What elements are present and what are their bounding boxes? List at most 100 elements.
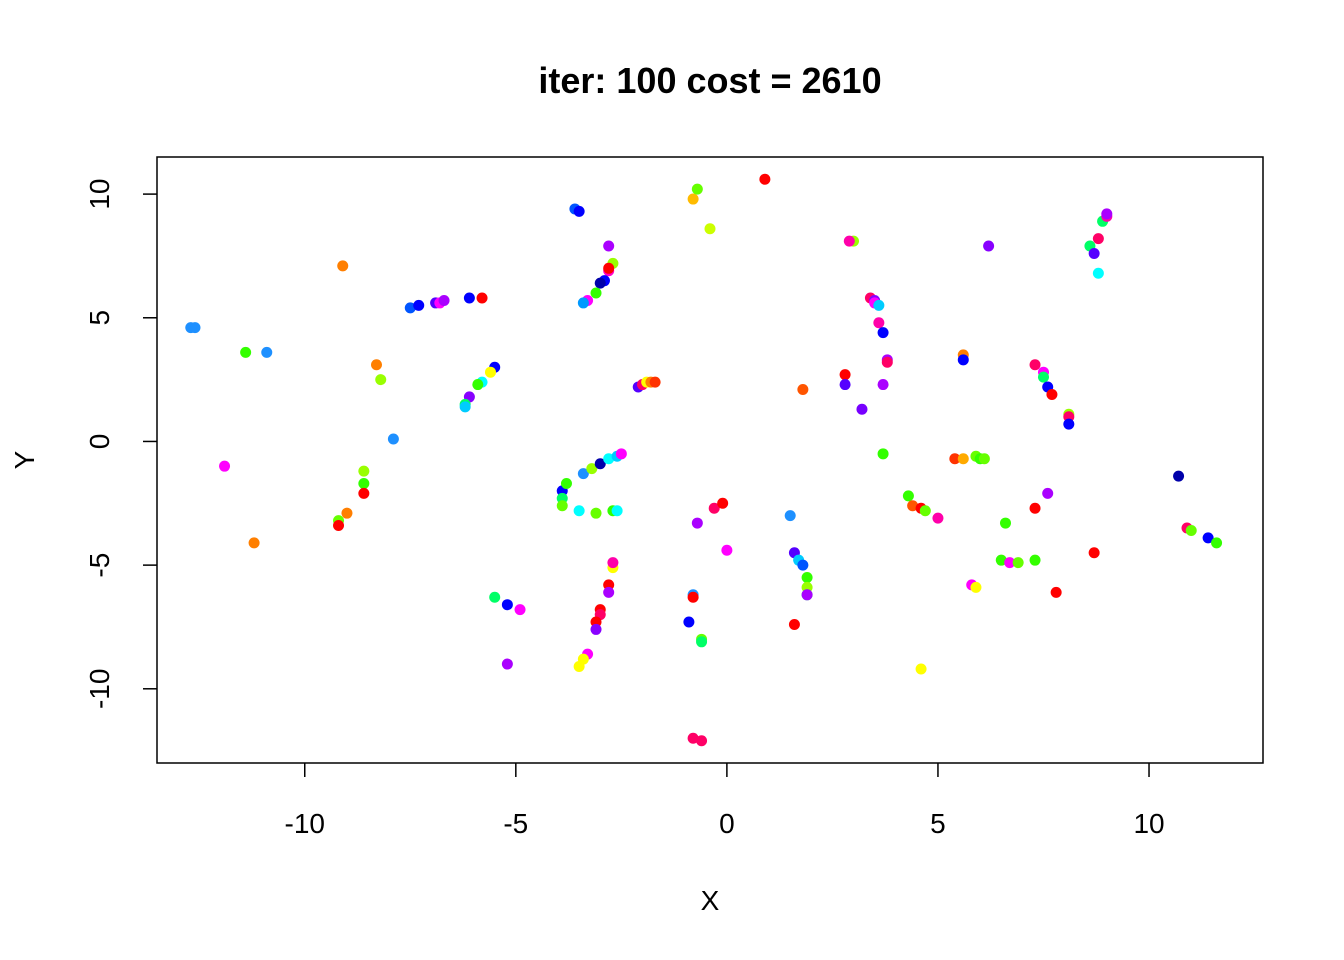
data-point bbox=[1202, 532, 1214, 544]
data-point bbox=[704, 223, 716, 235]
data-point bbox=[797, 559, 809, 571]
data-point bbox=[1092, 233, 1104, 245]
data-point bbox=[877, 327, 889, 339]
data-point bbox=[915, 663, 927, 675]
data-point bbox=[788, 618, 800, 630]
data-point bbox=[603, 586, 615, 598]
data-point bbox=[687, 591, 699, 603]
data-point bbox=[590, 287, 602, 299]
data-point bbox=[615, 448, 627, 460]
data-point bbox=[590, 507, 602, 519]
y-tick-label: -10 bbox=[84, 669, 115, 709]
data-point bbox=[358, 465, 370, 477]
data-point bbox=[683, 616, 695, 628]
data-point bbox=[995, 554, 1007, 566]
data-point bbox=[590, 623, 602, 635]
data-point bbox=[1029, 554, 1041, 566]
data-point bbox=[691, 183, 703, 195]
data-point bbox=[577, 297, 589, 309]
data-point bbox=[337, 260, 349, 272]
data-point bbox=[649, 376, 661, 388]
data-points bbox=[185, 173, 1223, 747]
x-tick-label: -5 bbox=[503, 808, 528, 839]
x-axis-label: X bbox=[701, 885, 720, 916]
data-point bbox=[784, 510, 796, 522]
data-point bbox=[594, 458, 606, 470]
data-point bbox=[341, 507, 353, 519]
data-point bbox=[687, 732, 699, 744]
data-point bbox=[687, 193, 699, 205]
data-point bbox=[489, 591, 501, 603]
data-point bbox=[1037, 371, 1049, 383]
data-point bbox=[877, 379, 889, 391]
x-tick-label: 5 bbox=[930, 808, 946, 839]
axes: -10 -5 0 5 10 -10 -5 0 5 10 bbox=[84, 156, 1264, 839]
data-point bbox=[1050, 586, 1062, 598]
data-point bbox=[877, 448, 889, 460]
data-point bbox=[1042, 487, 1054, 499]
data-point bbox=[358, 487, 370, 499]
data-point bbox=[843, 235, 855, 247]
data-point bbox=[371, 359, 383, 371]
data-point bbox=[907, 500, 919, 512]
data-point bbox=[484, 366, 496, 378]
data-point bbox=[717, 497, 729, 509]
data-point bbox=[1029, 502, 1041, 514]
data-point bbox=[873, 299, 885, 311]
data-point bbox=[1063, 418, 1075, 430]
data-point bbox=[463, 292, 475, 304]
data-point bbox=[556, 500, 568, 512]
data-point bbox=[1046, 388, 1058, 400]
data-point bbox=[514, 604, 526, 616]
data-point bbox=[240, 346, 252, 358]
data-point bbox=[438, 294, 450, 306]
data-point bbox=[603, 453, 615, 465]
data-point bbox=[603, 240, 615, 252]
data-point bbox=[1211, 537, 1223, 549]
data-point bbox=[797, 384, 809, 396]
data-point bbox=[983, 240, 995, 252]
data-point bbox=[476, 292, 488, 304]
data-point bbox=[248, 537, 260, 549]
data-point bbox=[573, 205, 585, 217]
data-point bbox=[1088, 547, 1100, 559]
data-point bbox=[603, 262, 615, 274]
data-point bbox=[873, 317, 885, 329]
data-point bbox=[881, 356, 893, 368]
data-point bbox=[594, 277, 606, 289]
data-point bbox=[999, 517, 1011, 529]
data-point bbox=[501, 599, 513, 611]
data-point bbox=[801, 589, 813, 601]
data-point bbox=[957, 453, 969, 465]
data-point bbox=[261, 346, 273, 358]
data-point bbox=[691, 517, 703, 529]
data-point bbox=[957, 354, 969, 366]
y-axis-label: Y bbox=[9, 450, 40, 469]
data-point bbox=[856, 403, 868, 415]
data-point bbox=[611, 505, 623, 517]
data-point bbox=[1185, 524, 1197, 536]
data-point bbox=[573, 505, 585, 517]
data-point bbox=[459, 401, 471, 413]
data-point bbox=[919, 505, 931, 517]
plot-frame bbox=[156, 156, 1264, 764]
data-point bbox=[1012, 557, 1024, 569]
x-tick-label: 0 bbox=[719, 808, 735, 839]
data-point bbox=[721, 544, 733, 556]
data-point bbox=[970, 581, 982, 593]
data-point bbox=[1088, 247, 1100, 259]
data-point bbox=[902, 490, 914, 502]
data-point bbox=[978, 453, 990, 465]
data-point bbox=[1004, 557, 1016, 569]
data-point bbox=[696, 735, 708, 747]
data-point bbox=[696, 636, 708, 648]
data-point bbox=[949, 453, 961, 465]
y-tick-label: 5 bbox=[84, 310, 115, 326]
data-point bbox=[577, 468, 589, 480]
y-tick-label: 10 bbox=[84, 179, 115, 210]
data-point bbox=[472, 379, 484, 391]
data-point bbox=[333, 520, 345, 532]
data-point bbox=[932, 512, 944, 524]
x-tick-label: -10 bbox=[285, 808, 325, 839]
